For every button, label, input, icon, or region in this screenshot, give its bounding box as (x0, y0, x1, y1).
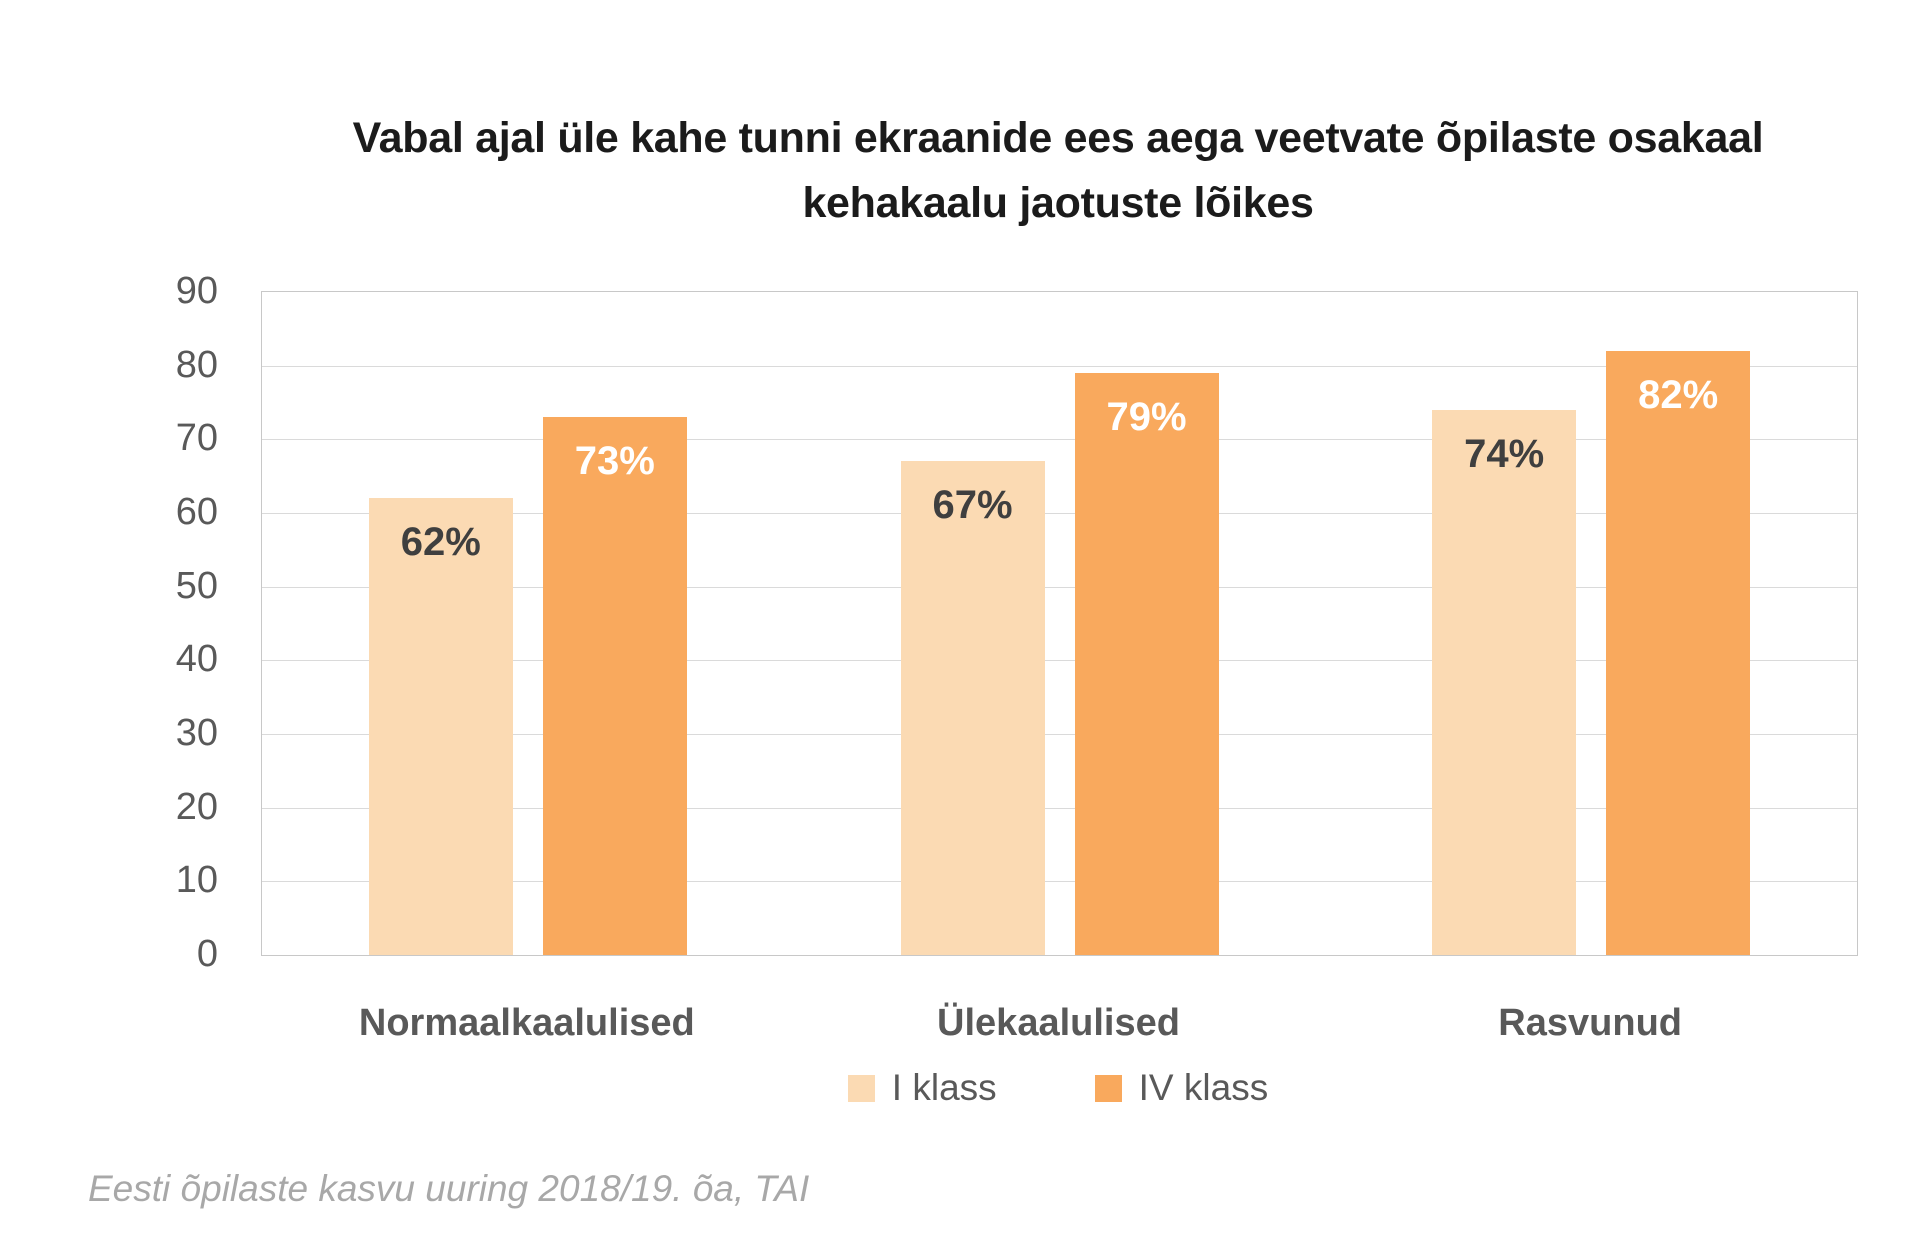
y-tick-label: 0 (196, 933, 218, 975)
gridline (262, 586, 1857, 588)
gridline (262, 734, 1857, 735)
bar-iv-klass: 79% (1074, 373, 1219, 955)
legend: I klass IV klass (258, 1064, 1858, 1112)
y-tick-label: 80 (175, 343, 218, 386)
y-tick-label: 40 (175, 638, 218, 681)
legend-item-iv-klass: IV klass (1094, 1064, 1269, 1112)
gridline (262, 660, 1857, 662)
y-tick-label: 50 (175, 564, 218, 607)
y-tick-label: 10 (175, 859, 218, 902)
category-label: Rasvunud (1498, 1002, 1682, 1044)
bar-iv-klass: 82% (1606, 350, 1751, 955)
chart-title-line1: Vabal ajal üle kahe tunni ekraanide ees … (352, 114, 1764, 162)
gridline (262, 513, 1857, 514)
y-tick-label: 30 (175, 712, 218, 754)
y-tick-label: 70 (175, 417, 218, 460)
legend-swatch-i-klass (847, 1074, 875, 1102)
bar-value-label: 74% (1464, 431, 1545, 476)
y-tick-label: 90 (175, 270, 218, 312)
plot-area: 62% 73% 67% 79% 74% 82% (261, 291, 1858, 956)
source-note: Eesti õpilaste kasvu uuring 2018/19. õa,… (88, 1168, 810, 1209)
category-label: Normaalkaalulised (358, 1002, 695, 1044)
legend-item-i-klass: I klass (847, 1064, 997, 1112)
bar-i-klass: 62% (368, 498, 513, 955)
chart-title: Vabal ajal üle kahe tunni ekraanide ees … (158, 106, 1920, 236)
bar-i-klass: 67% (900, 461, 1045, 955)
gridline (262, 807, 1857, 809)
bar-value-label: 82% (1638, 372, 1719, 417)
bar-value-label: 73% (574, 439, 655, 484)
chart-title-line2: kehakaalu jaotuste lõikes (802, 179, 1314, 227)
bar-iv-klass: 73% (542, 417, 687, 955)
gridline (262, 365, 1857, 367)
bar-i-klass: 74% (1432, 409, 1577, 955)
bar-value-label: 62% (400, 520, 481, 565)
legend-swatch-iv-klass (1094, 1074, 1122, 1102)
bar-value-label: 79% (1106, 395, 1187, 440)
legend-label-iv-klass: IV klass (1138, 1067, 1269, 1108)
y-tick-label: 20 (175, 785, 218, 828)
gridline (262, 881, 1857, 883)
bar-value-label: 67% (932, 483, 1013, 528)
category-label: Ülekaalulised (937, 1002, 1180, 1044)
legend-label-i-klass: I klass (891, 1067, 997, 1108)
gridline (262, 439, 1857, 441)
y-tick-label: 60 (175, 491, 218, 533)
